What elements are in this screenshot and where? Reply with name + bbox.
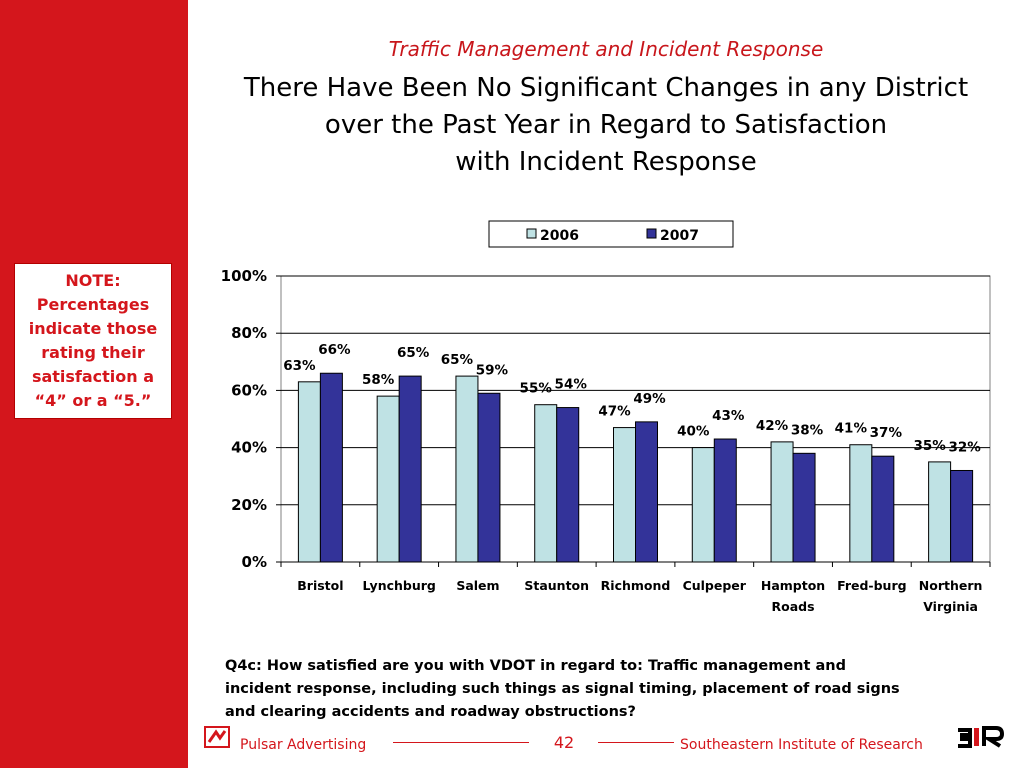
footer-divider bbox=[393, 742, 529, 743]
pulsar-logo-icon bbox=[204, 726, 230, 748]
bar-2007 bbox=[477, 392, 501, 563]
x-tick-label: Hampton bbox=[761, 578, 825, 593]
bar-2007 bbox=[871, 455, 895, 563]
x-tick-label: Roads bbox=[772, 599, 815, 614]
note-line: “4” or a “5.” bbox=[34, 391, 152, 410]
data-label: 35% bbox=[913, 438, 946, 454]
page-number: 42 bbox=[553, 733, 575, 752]
data-label: 58% bbox=[362, 372, 395, 388]
data-label: 42% bbox=[756, 418, 789, 434]
bar-2006 bbox=[770, 441, 794, 563]
x-tick-label: Bristol bbox=[297, 578, 343, 593]
title-line: with Incident Response bbox=[455, 147, 757, 177]
bar-2007 bbox=[556, 407, 580, 563]
sir-logo-icon bbox=[956, 724, 1008, 750]
y-tick-label: 80% bbox=[231, 324, 267, 342]
data-label: 63% bbox=[283, 358, 316, 374]
legend-label: 2006 bbox=[540, 228, 579, 244]
note-line: NOTE: bbox=[65, 271, 121, 290]
y-tick-label: 0% bbox=[242, 553, 267, 571]
bar-2006 bbox=[455, 375, 479, 563]
bar-2007 bbox=[950, 469, 974, 563]
bar-2006 bbox=[928, 461, 952, 563]
data-label: 65% bbox=[397, 345, 430, 361]
note-line: Percentages bbox=[36, 295, 150, 314]
question-line: Q4c: How satisfied are you with VDOT in … bbox=[225, 658, 846, 674]
bar-2006 bbox=[849, 444, 873, 563]
data-label: 54% bbox=[555, 377, 588, 393]
bar-2006 bbox=[613, 427, 636, 563]
x-tick-label: Culpeper bbox=[683, 578, 747, 593]
data-label: 55% bbox=[520, 381, 553, 397]
bar-2006 bbox=[534, 404, 558, 563]
question-line: incident response, including such things… bbox=[225, 681, 900, 697]
footer-company-left: Pulsar Advertising bbox=[240, 737, 367, 753]
bar-2007 bbox=[398, 375, 422, 563]
data-label: 32% bbox=[948, 439, 981, 455]
slide-subtitle: Traffic Management and Incident Response bbox=[388, 37, 824, 61]
x-tick-label: Northern bbox=[919, 578, 983, 593]
data-label: 47% bbox=[598, 404, 631, 420]
data-label: 59% bbox=[476, 362, 509, 378]
question-text: Q4c: How satisfied are you with VDOT in … bbox=[225, 655, 965, 724]
bar-2007 bbox=[635, 421, 658, 563]
x-tick-label: Richmond bbox=[601, 578, 671, 593]
note-line: satisfaction a bbox=[31, 367, 155, 386]
data-label: 41% bbox=[835, 421, 868, 437]
legend-label: 2007 bbox=[660, 228, 699, 244]
legend-swatch bbox=[526, 228, 537, 239]
footer-company-right: Southeastern Institute of Research bbox=[680, 737, 923, 753]
x-tick-label: Lynchburg bbox=[362, 578, 435, 593]
data-label: 40% bbox=[677, 424, 710, 440]
slide-title: There Have Been No Significant Changes i… bbox=[188, 70, 1024, 181]
note-line: indicate those bbox=[28, 319, 158, 338]
y-tick-label: 60% bbox=[231, 381, 267, 399]
x-tick-label: Salem bbox=[456, 578, 499, 593]
x-tick-label: Fred-burg bbox=[837, 578, 906, 593]
note-box: NOTE: Percentages indicate those rating … bbox=[14, 263, 172, 419]
data-label: 65% bbox=[441, 352, 474, 368]
data-label: 43% bbox=[712, 408, 745, 424]
bar-2007 bbox=[319, 372, 343, 563]
data-label: 66% bbox=[318, 342, 351, 358]
footer: Pulsar Advertising 42 Southeastern Insti… bbox=[0, 718, 1024, 768]
x-tick-label: Staunton bbox=[524, 578, 589, 593]
title-line: over the Past Year in Regard to Satisfac… bbox=[324, 110, 888, 140]
bar-2006 bbox=[691, 447, 715, 563]
title-line: There Have Been No Significant Changes i… bbox=[243, 73, 969, 103]
y-tick-label: 20% bbox=[231, 496, 267, 514]
question-line: and clearing accidents and roadway obstr… bbox=[225, 704, 636, 720]
data-label: 38% bbox=[791, 422, 824, 438]
footer-divider bbox=[598, 742, 674, 743]
y-tick-label: 40% bbox=[231, 439, 267, 457]
bar-2006 bbox=[376, 395, 400, 563]
y-tick-label: 100% bbox=[221, 267, 267, 285]
bar-2006 bbox=[297, 381, 321, 563]
data-label: 49% bbox=[633, 391, 666, 407]
x-tick-label: Virginia bbox=[923, 599, 978, 614]
bar-2007 bbox=[792, 452, 816, 563]
legend-swatch bbox=[646, 228, 657, 239]
note-line: rating their bbox=[41, 343, 145, 362]
bar-2007 bbox=[713, 438, 737, 563]
data-label: 37% bbox=[870, 425, 903, 441]
